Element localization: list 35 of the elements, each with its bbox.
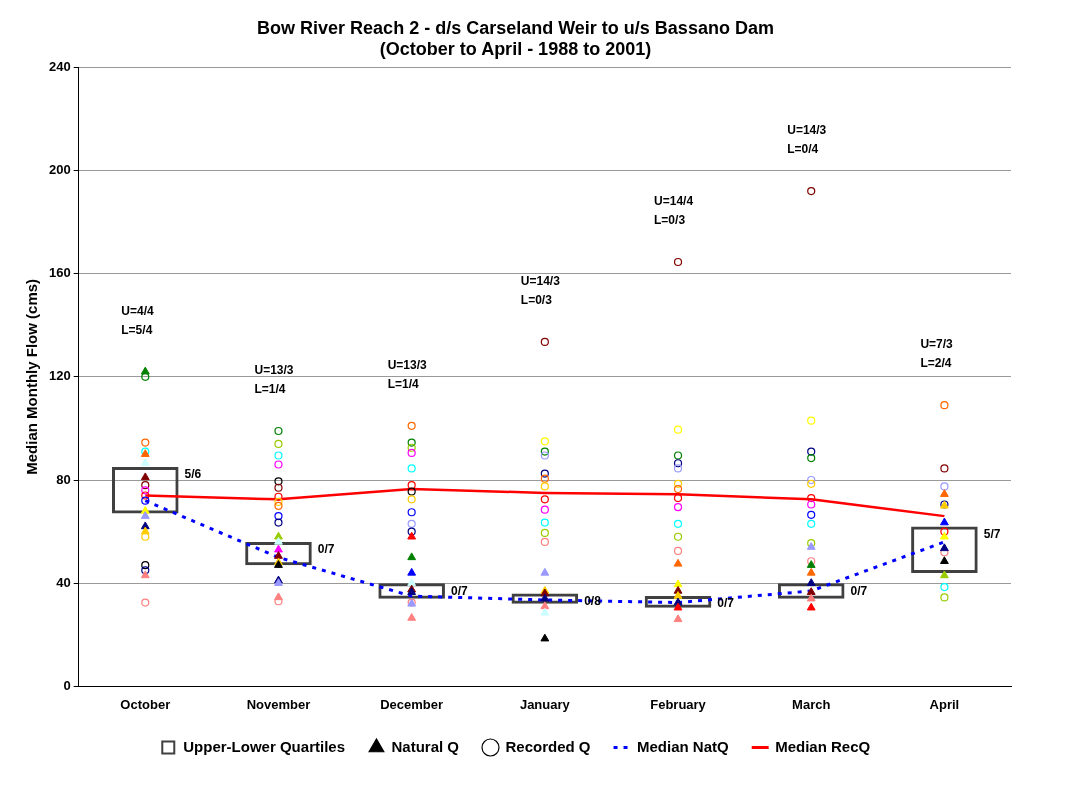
y-tick-label: 120 bbox=[48, 368, 71, 384]
x-tick-label: October bbox=[120, 696, 171, 712]
x-tick-label: December bbox=[380, 696, 444, 712]
annotation: U=4/4 L=5/4 bbox=[121, 303, 154, 337]
annotation: U=14/3 L=0/4 bbox=[787, 123, 827, 157]
y-tick-label: 40 bbox=[56, 574, 71, 590]
annotation: 0/7 bbox=[717, 596, 735, 611]
legend-label: Natural Q bbox=[391, 737, 460, 755]
annotation: 0/7 bbox=[850, 583, 868, 598]
legend-label: Median NatQ bbox=[637, 737, 730, 755]
y-tick-label: 240 bbox=[48, 58, 71, 74]
annotation: U=14/4 L=0/3 bbox=[654, 194, 694, 228]
annotation: 0/7 bbox=[317, 542, 335, 557]
y-tick-label: 160 bbox=[48, 265, 71, 281]
annotation: U=7/3 L=2/4 bbox=[920, 337, 954, 371]
annotation: U=13/3 L=1/4 bbox=[387, 358, 428, 392]
x-tick-label: November bbox=[246, 696, 311, 712]
y-axis-title: Median Monthly Flow (cms) bbox=[23, 278, 41, 475]
legend-label: Upper-Lower Quartiles bbox=[183, 737, 345, 755]
legend-label: Median RecQ bbox=[775, 737, 871, 755]
x-tick-label: January bbox=[519, 696, 571, 712]
y-tick-label: 0 bbox=[63, 677, 71, 693]
annotation: 0/8 bbox=[584, 593, 602, 608]
annotation: 5/7 bbox=[983, 526, 1001, 541]
annotation: U=14/3 L=0/3 bbox=[520, 274, 561, 308]
annotation: 5/6 bbox=[184, 467, 202, 482]
x-tick-label: April bbox=[929, 696, 960, 712]
x-tick-label: February bbox=[650, 696, 707, 712]
y-tick-label: 80 bbox=[56, 471, 71, 487]
annotation: U=13/3 L=1/4 bbox=[254, 363, 294, 397]
annotation: 0/7 bbox=[450, 583, 468, 598]
y-tick-label: 200 bbox=[48, 161, 71, 177]
chart-title: Bow River Reach 2 - d/s Carseland Weir to u/s Bassano Dam (October to April - 1988 to 2001) bbox=[257, 17, 774, 60]
legend-label: Recorded Q bbox=[505, 737, 591, 755]
x-tick-label: March bbox=[792, 696, 831, 712]
